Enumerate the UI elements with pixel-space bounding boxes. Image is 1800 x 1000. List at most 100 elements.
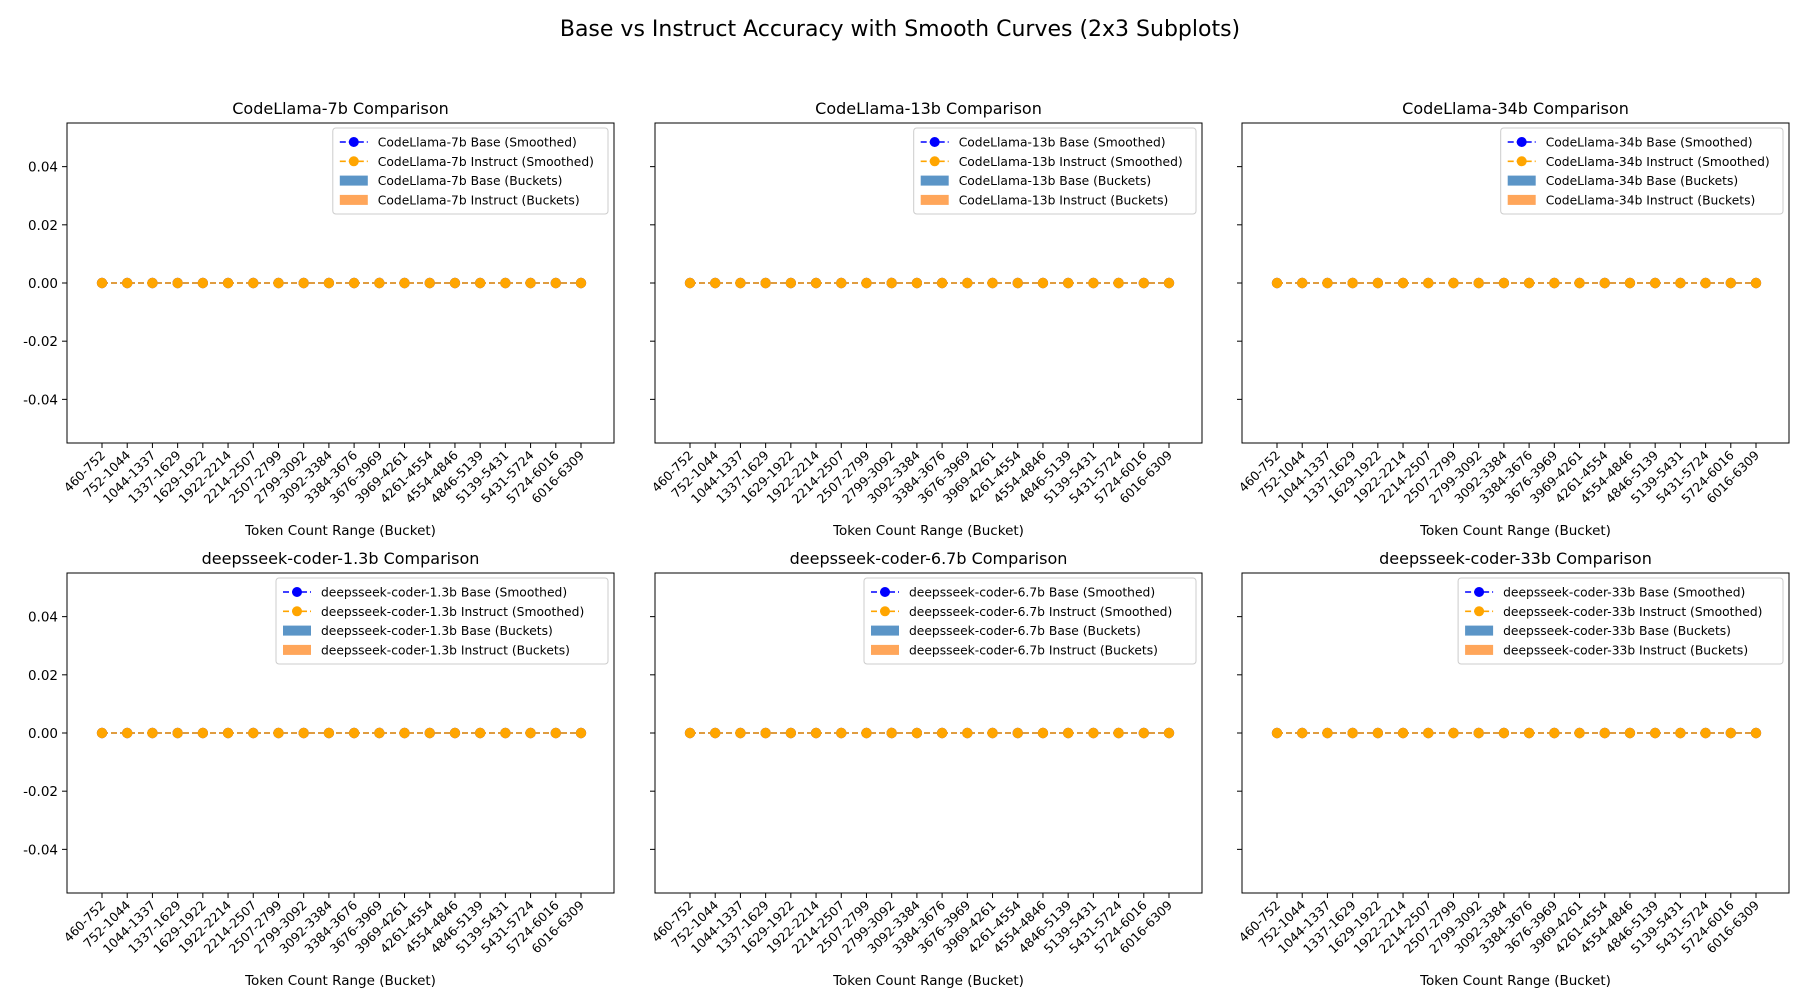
legend-box <box>332 127 609 215</box>
instruct-point <box>710 727 721 739</box>
instruct-point <box>1163 277 1175 289</box>
instruct-point <box>760 727 771 739</box>
instruct-point <box>861 727 872 739</box>
legend-label: CodeLlama-34b Base (Buckets) <box>1546 174 1739 188</box>
subplot-title: CodeLlama-7b Comparison <box>232 99 449 118</box>
instruct-point <box>1062 727 1074 739</box>
instruct-point <box>474 727 486 739</box>
legend-bar-marker <box>871 644 899 655</box>
instruct-point <box>323 727 335 739</box>
instruct-point <box>911 277 923 289</box>
instruct-point <box>248 277 259 289</box>
legend-label: CodeLlama-13b Base (Smoothed) <box>959 136 1166 150</box>
legend-label: deepsseek-coder-33b Base (Smoothed) <box>1503 586 1745 600</box>
instruct-point <box>1322 277 1333 289</box>
legend-label: CodeLlama-13b Base (Buckets) <box>959 174 1152 188</box>
instruct-point <box>735 277 746 289</box>
instruct-point <box>172 277 183 289</box>
instruct-point <box>1113 727 1124 739</box>
legend-point-marker <box>292 587 302 597</box>
instruct-point <box>684 277 696 289</box>
instruct-point <box>1523 277 1535 289</box>
legend-point-marker <box>1474 587 1485 597</box>
figure-title: Base vs Instruct Accuracy with Smooth Cu… <box>560 17 1240 42</box>
legend-box <box>863 577 1197 665</box>
instruct-point <box>1372 727 1384 739</box>
legend-point-marker <box>1516 156 1527 167</box>
y-tick-label: 0.00 <box>28 276 58 292</box>
instruct-point <box>1675 277 1686 289</box>
subplot-title: CodeLlama-34b Comparison <box>1402 99 1629 118</box>
legend-bar-marker <box>920 175 949 186</box>
instruct-point <box>197 277 209 289</box>
legend-label: CodeLlama-34b Base (Smoothed) <box>1546 136 1753 150</box>
instruct-point <box>1271 727 1283 739</box>
legend-box <box>275 577 609 665</box>
legend-bar-marker <box>1465 625 1494 636</box>
instruct-point <box>575 277 587 289</box>
instruct-point <box>96 727 108 739</box>
legend-point-marker <box>929 156 940 167</box>
legend-label: deepsseek-coder-1.3b Instruct (Smoothed) <box>321 605 584 619</box>
instruct-point <box>836 277 847 289</box>
legend-label: deepsseek-coder-33b Instruct (Buckets) <box>1503 643 1748 657</box>
instruct-point <box>500 727 511 739</box>
legend-bar-marker <box>339 175 368 186</box>
legend-label: CodeLlama-7b Base (Smoothed) <box>378 136 577 150</box>
instruct-point <box>1347 727 1358 739</box>
instruct-point <box>1750 277 1762 289</box>
legend-point-marker <box>348 137 359 147</box>
y-tick-label: -0.02 <box>23 334 58 350</box>
instruct-point <box>348 277 360 289</box>
instruct-point <box>1088 727 1099 739</box>
instruct-point <box>197 727 209 739</box>
instruct-point <box>1372 277 1384 289</box>
instruct-point <box>1037 727 1049 739</box>
instruct-point <box>886 727 897 739</box>
subplot-title: CodeLlama-13b Comparison <box>815 99 1042 118</box>
instruct-point <box>1138 727 1149 739</box>
legend-label: deepsseek-coder-1.3b Base (Buckets) <box>321 624 553 638</box>
instruct-point <box>861 277 872 289</box>
instruct-point <box>172 727 183 739</box>
instruct-point <box>1725 277 1736 289</box>
instruct-point <box>1599 277 1610 289</box>
instruct-point <box>1448 277 1459 289</box>
instruct-point <box>1012 727 1023 739</box>
instruct-point <box>684 727 696 739</box>
legend: deepsseek-coder-6.7b Base (Smoothed) deep… <box>863 577 1197 665</box>
instruct-point <box>810 727 822 739</box>
instruct-point <box>122 277 133 289</box>
y-tick-label: -0.02 <box>23 784 58 800</box>
legend-label: CodeLlama-7b Base (Buckets) <box>378 174 563 188</box>
instruct-point <box>735 727 746 739</box>
legend-label: deepsseek-coder-6.7b Instruct (Buckets) <box>909 643 1158 657</box>
instruct-point <box>1473 277 1484 289</box>
subplot-grid: CodeLlama-7b Comparison 0.04 0.02 0.00 -0.02… <box>23 99 1790 989</box>
instruct-point <box>348 727 360 739</box>
legend-label: CodeLlama-34b Instruct (Buckets) <box>1546 193 1756 207</box>
instruct-point <box>810 277 822 289</box>
instruct-point <box>1448 727 1459 739</box>
instruct-point <box>1700 277 1711 289</box>
instruct-point <box>1423 727 1434 739</box>
legend-label: deepsseek-coder-33b Base (Buckets) <box>1503 624 1731 638</box>
instruct-point <box>1012 277 1023 289</box>
instruct-point <box>1574 727 1585 739</box>
instruct-point <box>500 277 511 289</box>
instruct-point <box>575 727 587 739</box>
legend: CodeLlama-34b Base (Smoothed) CodeLlama-3… <box>1500 127 1784 215</box>
legend-point-marker <box>1474 606 1485 617</box>
instruct-point <box>911 727 923 739</box>
instruct-point <box>1473 727 1484 739</box>
instruct-point <box>710 277 721 289</box>
instruct-point <box>399 277 410 289</box>
instruct-point <box>760 277 771 289</box>
instruct-point <box>1271 277 1283 289</box>
legend: CodeLlama-7b Base (Smoothed) CodeLlama-7b… <box>332 127 609 215</box>
legend-point-marker <box>929 137 940 147</box>
legend-box <box>1457 577 1784 665</box>
instruct-point <box>785 277 797 289</box>
subplot-title: deepsseek-coder-33b Comparison <box>1379 549 1652 568</box>
